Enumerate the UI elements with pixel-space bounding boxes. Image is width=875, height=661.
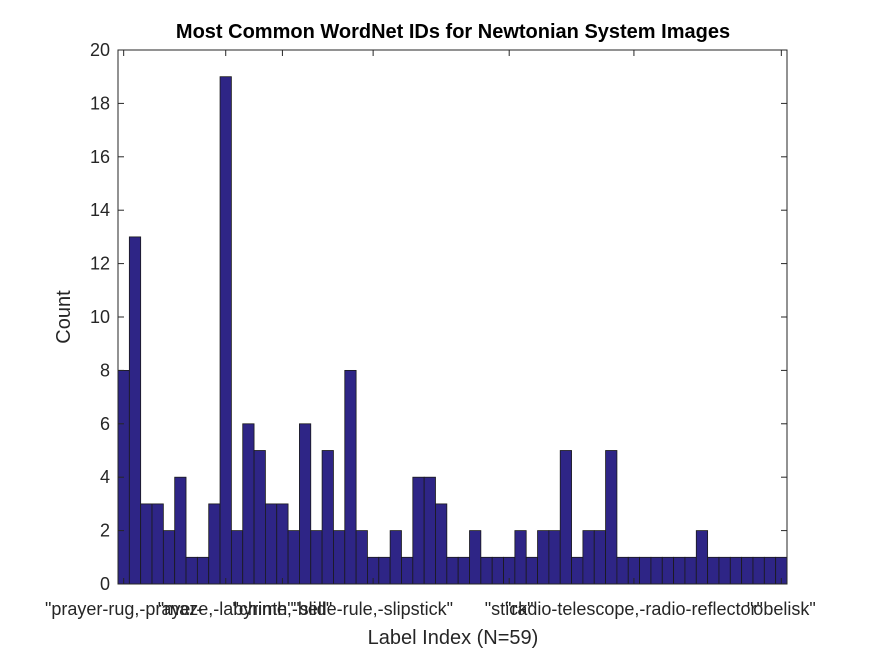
bar	[378, 556, 391, 585]
y-axis: 0 2 4 6 8 10 12 14 16 18 20	[90, 40, 787, 594]
chart-title: Most Common WordNet IDs for Newtonian Sy…	[176, 21, 730, 43]
bar	[174, 476, 187, 585]
bar	[208, 503, 221, 585]
bar	[582, 530, 595, 585]
bar	[276, 503, 289, 585]
bar	[310, 530, 323, 585]
bar	[525, 556, 538, 585]
bar	[196, 556, 210, 585]
y-tick-label: 6	[100, 414, 110, 434]
bar	[423, 476, 436, 585]
y-axis-label: Count	[53, 290, 75, 344]
bar	[469, 530, 482, 585]
bar	[548, 530, 561, 585]
bar	[230, 530, 244, 585]
bar	[242, 423, 255, 585]
y-tick-label: 2	[100, 521, 110, 541]
bar	[401, 556, 414, 585]
y-tick-label: 10	[90, 307, 110, 327]
x-tick-label: "radio-telescope,-radio-reflector"	[505, 599, 763, 619]
bar	[707, 556, 720, 585]
bar	[729, 556, 743, 585]
x-tick-label: "prayer-rug,-prayer-	[45, 599, 202, 619]
y-tick-label: 12	[90, 254, 110, 274]
y-tick-label: 16	[90, 147, 110, 167]
bar	[661, 556, 675, 585]
bar	[435, 503, 448, 585]
y-tick-label: 4	[100, 467, 110, 487]
bar	[412, 476, 425, 585]
bar	[673, 556, 686, 585]
bar	[571, 556, 584, 585]
bar	[752, 556, 765, 585]
bar	[514, 530, 527, 585]
bar	[741, 556, 754, 585]
bar	[695, 530, 709, 585]
bar	[333, 530, 346, 585]
bar	[355, 530, 368, 585]
bar	[140, 503, 153, 585]
y-tick-label: 8	[100, 360, 110, 380]
x-axis: "prayer-rug,-prayer-"maze,-labyrinth""ch…	[45, 50, 816, 619]
x-tick-label: "obelisk"	[747, 599, 816, 619]
x-axis-label: Label Index (N=59)	[368, 627, 539, 649]
x-tick-label: "slide-rule,-slipstick"	[293, 599, 453, 619]
bar	[684, 556, 697, 585]
y-tick-label: 18	[90, 93, 110, 113]
bars-layer	[117, 76, 788, 585]
bar	[718, 556, 731, 585]
bar	[763, 556, 777, 585]
bar	[480, 556, 493, 585]
x-tick-label: "chime,-bell"	[233, 599, 333, 619]
bar	[389, 530, 402, 585]
bar	[593, 530, 606, 585]
bar	[321, 450, 334, 585]
bar	[457, 556, 470, 585]
bar	[151, 503, 164, 585]
bar	[185, 556, 198, 585]
x-tick-label: "stick"	[485, 599, 534, 619]
y-tick-label: 0	[100, 574, 110, 594]
bar	[650, 556, 663, 585]
y-tick-label: 20	[90, 40, 110, 60]
bar	[344, 369, 357, 585]
bar	[491, 556, 504, 585]
bar	[128, 236, 142, 585]
bar	[537, 530, 550, 585]
bar	[162, 530, 176, 585]
bar	[287, 530, 300, 585]
bar	[446, 556, 459, 585]
bar	[616, 556, 629, 585]
bar	[265, 503, 278, 585]
bar	[253, 450, 266, 585]
y-tick-label: 14	[90, 200, 110, 220]
bar	[219, 76, 232, 585]
bar	[639, 556, 652, 585]
bar	[605, 450, 618, 585]
bar	[299, 423, 312, 585]
bar	[559, 450, 572, 585]
x-tick-label: "maze,-labyrinth"	[158, 599, 294, 619]
